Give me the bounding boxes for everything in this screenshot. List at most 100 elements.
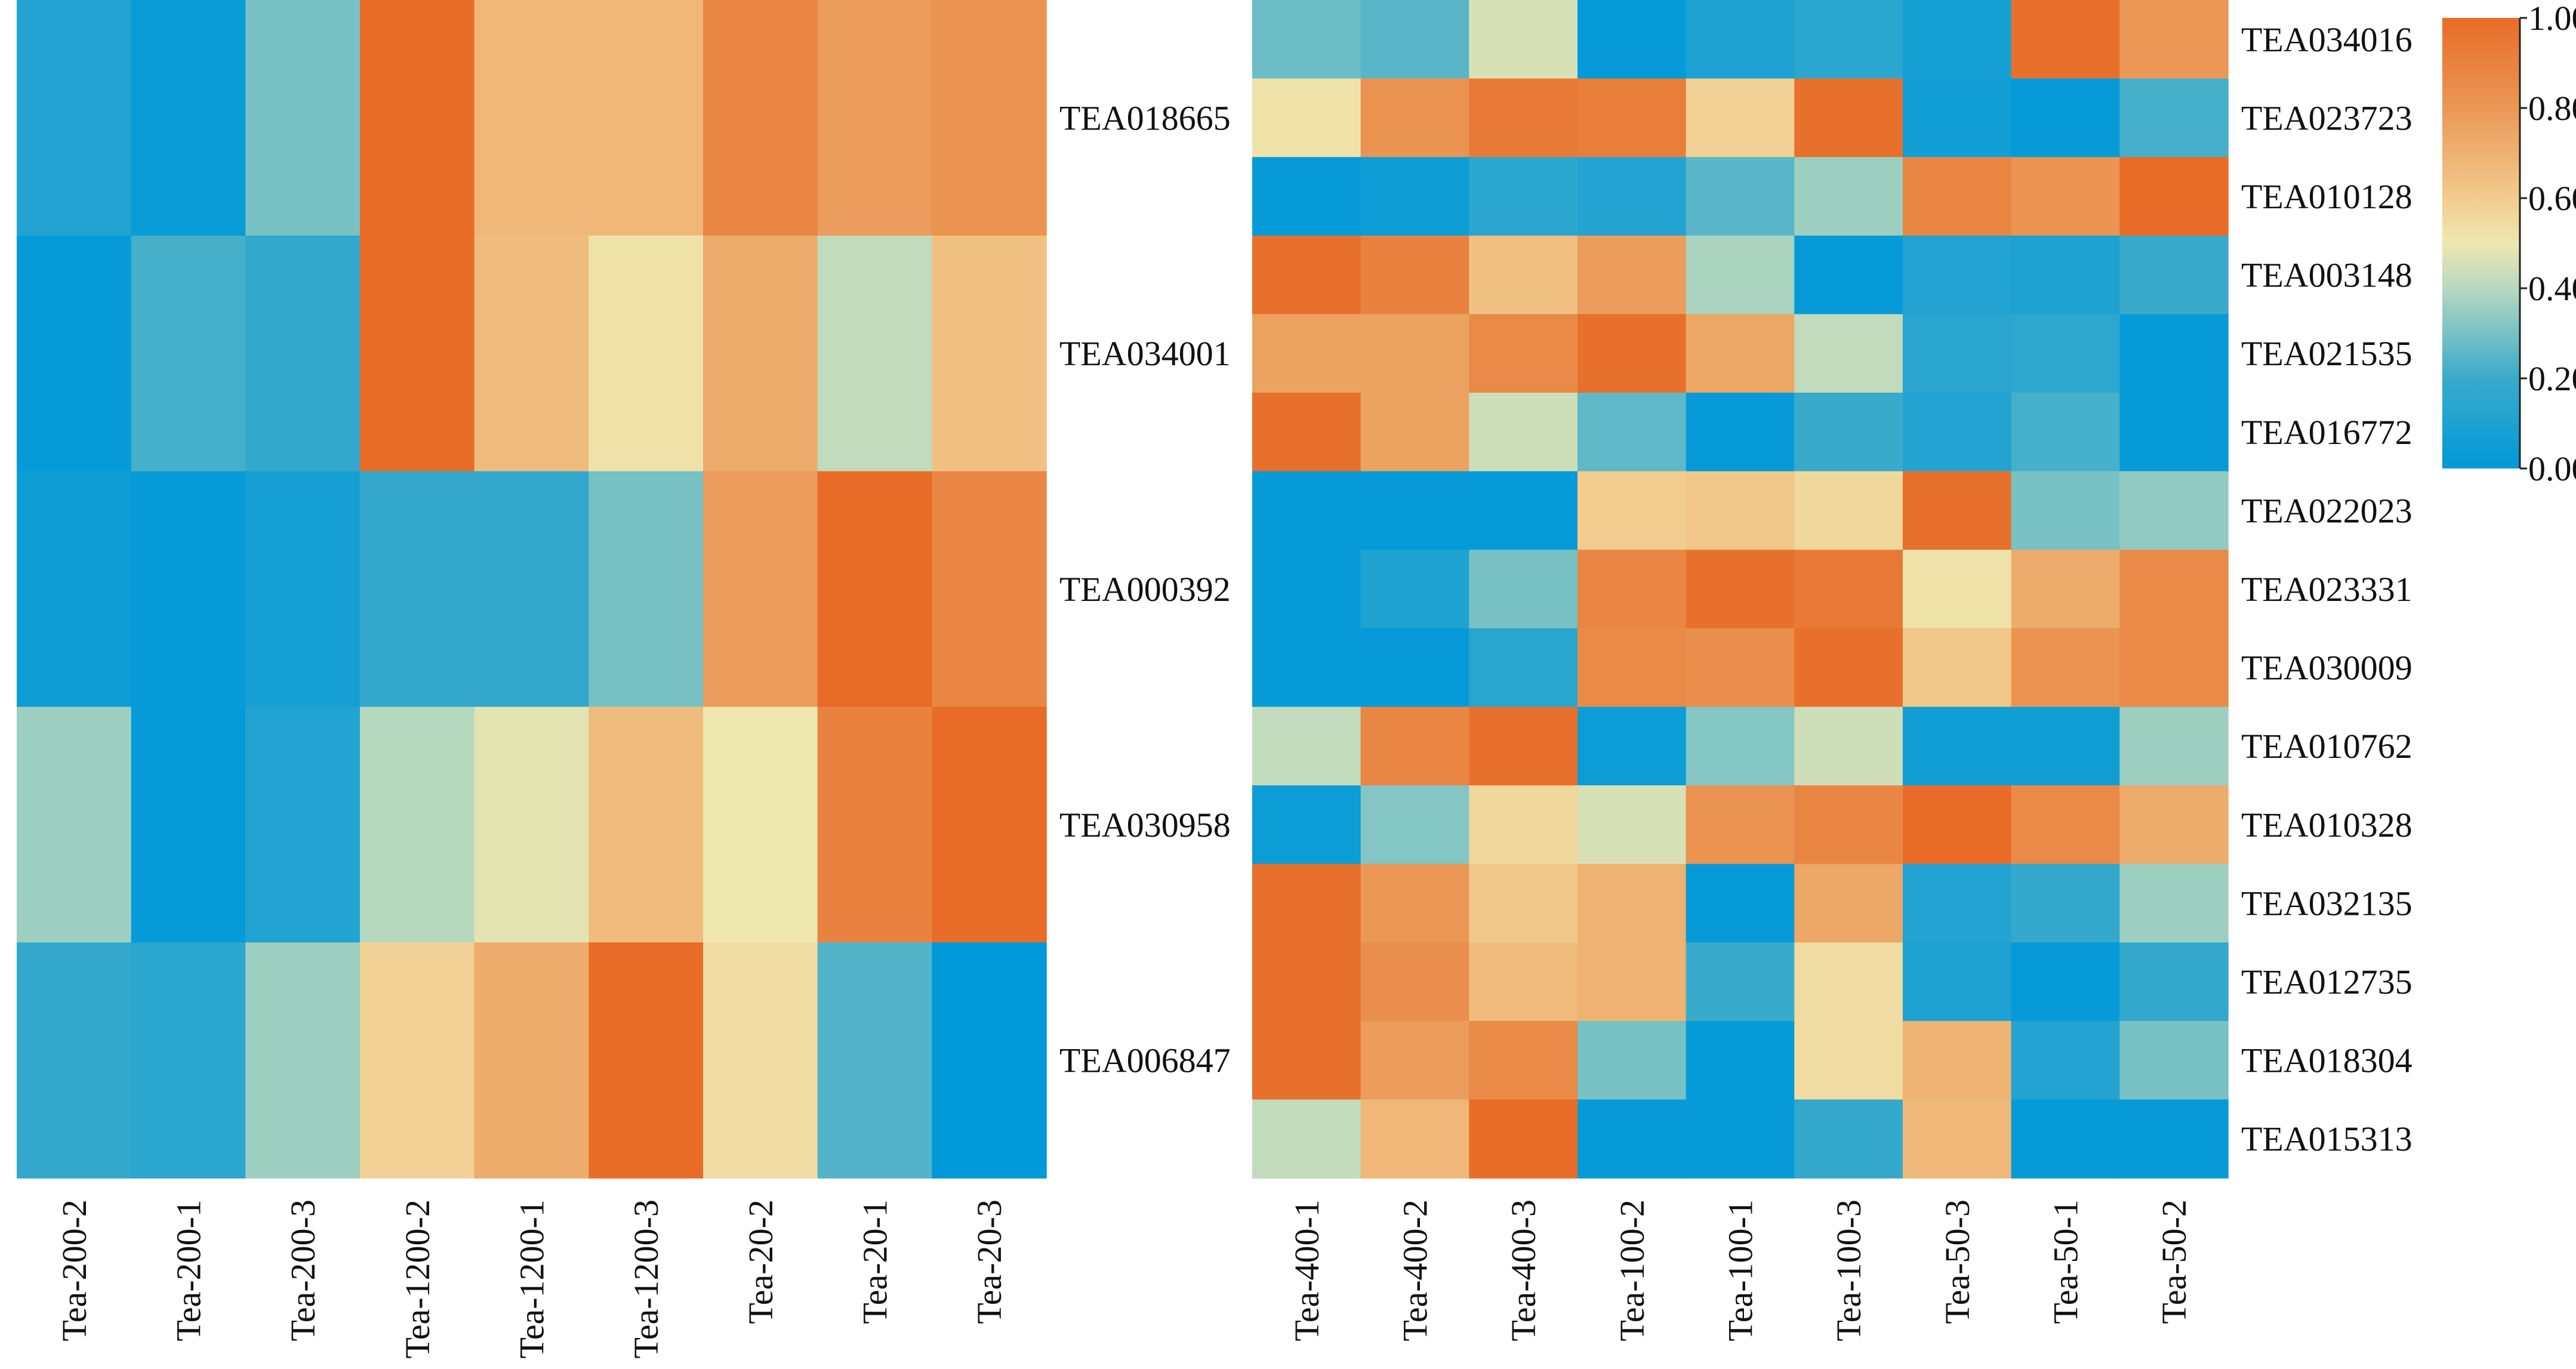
heatmap-cell	[1794, 471, 1903, 550]
heatmap-cell	[1469, 78, 1578, 158]
heatmap-cell	[2119, 707, 2229, 786]
heatmap-cell	[2119, 78, 2229, 158]
heatmap-cell	[1577, 78, 1687, 158]
heatmap-cell	[1252, 864, 1361, 943]
heatmap-cell	[703, 942, 818, 1179]
heatmap-cell	[1686, 471, 1795, 550]
heatmap-cell	[1794, 1020, 1903, 1100]
heatmap-cell	[2119, 157, 2229, 236]
heatmap-cell	[1469, 393, 1578, 472]
heatmap-cell	[1794, 235, 1903, 315]
heatmap-cell	[474, 707, 590, 943]
heatmap-cell	[1686, 157, 1795, 236]
heatmap-cell	[2011, 0, 2121, 79]
heatmap-cell	[1360, 471, 1470, 550]
heatmap-cell	[360, 942, 475, 1179]
heatmap-cell	[1577, 864, 1687, 943]
heatmap-cell	[2119, 1099, 2229, 1179]
row-label: TEA023331	[2241, 570, 2412, 609]
heatmap-cell	[932, 942, 1047, 1179]
heatmap-cell	[2119, 1020, 2229, 1100]
heatmap-cell	[1360, 78, 1470, 158]
column-label: Tea-20-3	[970, 1200, 1009, 1324]
heatmap-cell	[1577, 1099, 1687, 1179]
heatmap-cell	[1252, 785, 1361, 865]
row-label: TEA016772	[2241, 413, 2412, 452]
heatmap-cell	[2011, 157, 2121, 236]
colorbar-legend: 1.00 0.80 0.60 0.40 0.20 0.00	[2442, 0, 2576, 488]
heatmap-cell	[1686, 785, 1795, 865]
heatmap-cell	[2119, 785, 2229, 865]
column-label: Tea-1200-3	[627, 1200, 665, 1359]
heatmap-cell	[588, 942, 704, 1179]
heatmap-cell	[1903, 707, 2012, 786]
heatmap-cell	[817, 942, 933, 1179]
column-label: Tea-100-2	[1613, 1200, 1651, 1342]
heatmap-cell	[817, 471, 933, 708]
heatmap-cell	[2119, 393, 2229, 472]
heatmap-cell	[1360, 1020, 1470, 1100]
heatmap-cell	[1794, 0, 1903, 79]
heatmap-cell	[703, 471, 818, 708]
heatmap-cell	[1794, 942, 1903, 1022]
heatmap-cell	[1903, 1020, 2012, 1100]
heatmap-cell	[932, 471, 1047, 708]
heatmap-cell	[2119, 235, 2229, 315]
row-label: TEA003148	[2241, 256, 2412, 295]
heatmap-cell	[588, 0, 704, 236]
row-label: TEA021535	[2241, 334, 2412, 373]
heatmap-cell	[1686, 235, 1795, 315]
heatmap-cell	[1252, 1099, 1361, 1179]
heatmap-cell	[1903, 78, 2012, 158]
heatmap-cell	[588, 707, 704, 943]
heatmap-cell	[474, 942, 590, 1179]
heatmap-cell	[1903, 1099, 2012, 1179]
row-label: TEA015313	[2241, 1120, 2412, 1158]
colorbar-tick-label: 0.00	[2528, 449, 2576, 488]
row-label: TEA023723	[2241, 98, 2412, 137]
heatmap-cell	[1794, 785, 1903, 865]
heatmap-cell	[1903, 157, 2012, 236]
heatmap-cell	[1686, 1099, 1795, 1179]
left-heatmap: TEA018665 TEA034001 TEA000392 TEA030958 TEA0…	[17, 0, 1231, 1359]
heatmap-cell	[17, 707, 132, 943]
heatmap-cell	[245, 707, 360, 943]
column-label: Tea-200-3	[284, 1200, 322, 1342]
heatmap-cell	[1903, 471, 2012, 550]
heatmap-cell	[1686, 942, 1795, 1022]
heatmap-cell	[1469, 942, 1578, 1022]
heatmap-cell	[1577, 707, 1687, 786]
row-label: TEA018665	[1059, 98, 1231, 137]
heatmap-cell	[1360, 314, 1470, 393]
heatmap-cell	[1686, 78, 1795, 158]
heatmap-cell	[1577, 550, 1687, 629]
heatmap-cell	[2011, 942, 2121, 1022]
colorbar-gradient	[2442, 18, 2520, 468]
heatmap-cell	[1252, 0, 1361, 79]
heatmap-cell	[131, 707, 246, 943]
heatmap-cell	[1686, 864, 1795, 943]
heatmap-cell	[474, 0, 590, 236]
heatmap-cell	[1903, 393, 2012, 472]
column-label: Tea-400-2	[1396, 1200, 1435, 1342]
heatmap-cell	[1903, 942, 2012, 1022]
heatmap-cell	[1577, 314, 1687, 393]
heatmap-cell	[131, 942, 246, 1179]
heatmap-cell	[2011, 393, 2121, 472]
heatmap-cell	[360, 471, 475, 708]
column-label: Tea-200-2	[55, 1200, 94, 1342]
row-label: TEA006847	[1059, 1041, 1231, 1080]
heatmap-cell	[17, 942, 132, 1179]
heatmap-cell	[1577, 157, 1687, 236]
heatmap-cell	[1469, 1020, 1578, 1100]
heatmap-cell	[1252, 942, 1361, 1022]
heatmap-cell	[1469, 785, 1578, 865]
heatmap-cell	[1360, 864, 1470, 943]
heatmap-cell	[1252, 1020, 1361, 1100]
heatmap-cell	[1903, 314, 2012, 393]
heatmap-cell	[2119, 628, 2229, 708]
heatmap-cell	[1686, 393, 1795, 472]
heatmap-cell	[245, 942, 360, 1179]
row-label: TEA012735	[2241, 963, 2412, 1001]
heatmap-cell	[588, 235, 704, 472]
